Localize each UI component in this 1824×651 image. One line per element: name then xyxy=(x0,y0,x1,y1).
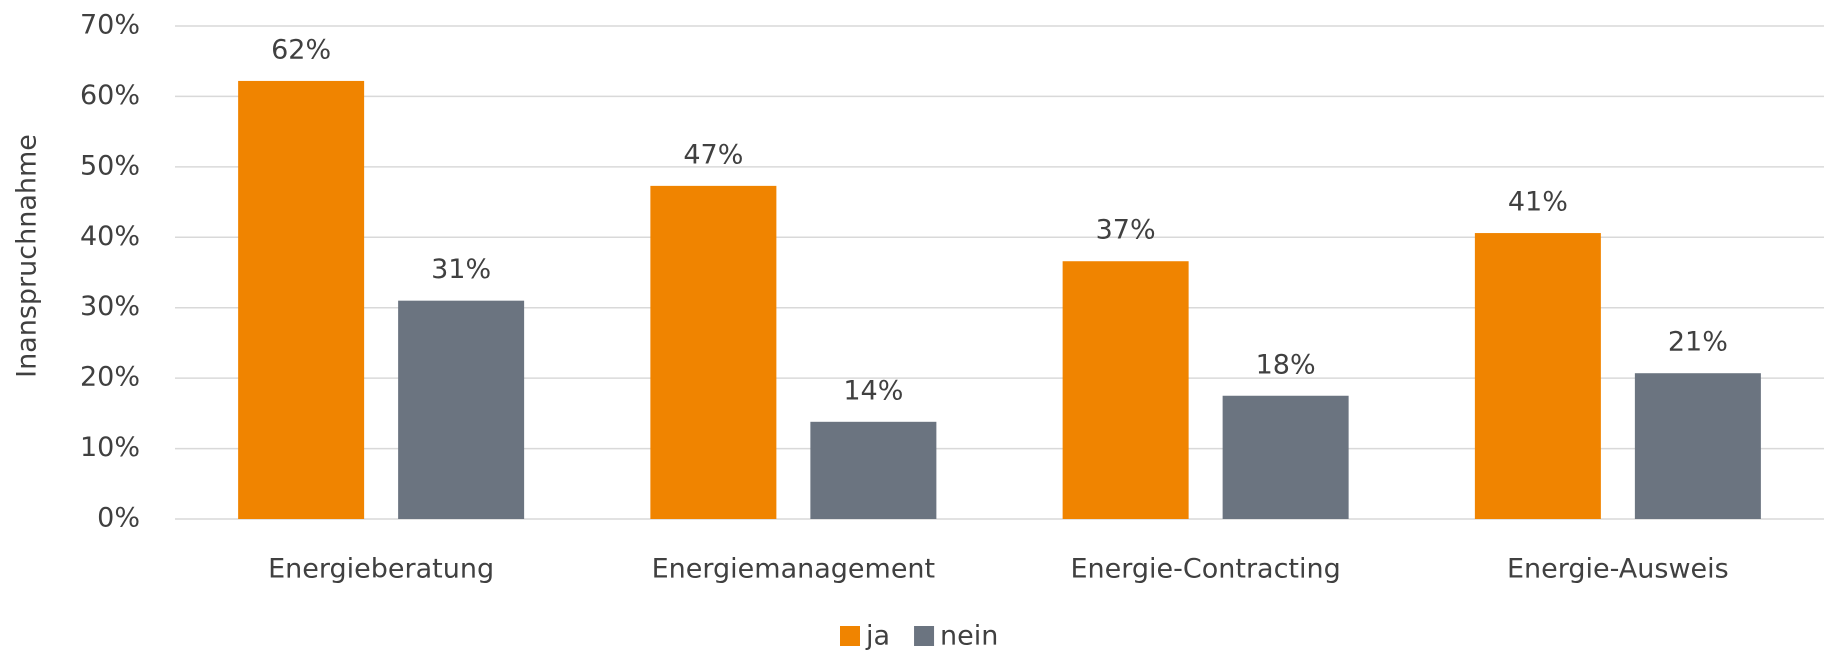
data-label: 41% xyxy=(1508,187,1568,218)
y-tick-label: 50% xyxy=(80,150,140,181)
data-label: 62% xyxy=(271,34,331,65)
legend-label: ja xyxy=(865,621,890,651)
y-tick-label: 0% xyxy=(97,503,140,534)
x-tick-label: Energieberatung xyxy=(268,554,494,585)
bar xyxy=(1062,261,1189,519)
x-tick-label: Energie-Contracting xyxy=(1070,554,1340,585)
y-tick-label: 10% xyxy=(80,432,140,463)
data-label: 21% xyxy=(1668,327,1728,358)
legend-swatch xyxy=(914,626,935,646)
bar xyxy=(238,80,365,519)
y-tick-label: 60% xyxy=(80,80,140,111)
y-tick-label: 20% xyxy=(80,362,140,393)
data-label: 37% xyxy=(1096,215,1156,246)
legend-swatch xyxy=(840,626,860,646)
legend-label: nein xyxy=(940,621,998,651)
bar xyxy=(650,185,777,519)
bar xyxy=(1474,233,1601,519)
y-tick-label: 40% xyxy=(80,221,140,252)
bar xyxy=(810,421,937,519)
data-label: 31% xyxy=(431,254,491,285)
y-axis-label: Inanspruchnahme xyxy=(12,134,43,378)
data-label: 14% xyxy=(843,375,903,406)
x-tick-label: Energiemanagement xyxy=(652,554,936,585)
x-tick-label: Energie-Ausweis xyxy=(1507,554,1729,585)
y-tick-label: 30% xyxy=(80,291,140,322)
bar xyxy=(1634,373,1761,519)
data-label: 18% xyxy=(1256,349,1316,380)
bar xyxy=(398,300,525,519)
bar xyxy=(1222,395,1349,519)
y-tick-label: 70% xyxy=(80,10,140,41)
data-label: 47% xyxy=(683,139,743,170)
